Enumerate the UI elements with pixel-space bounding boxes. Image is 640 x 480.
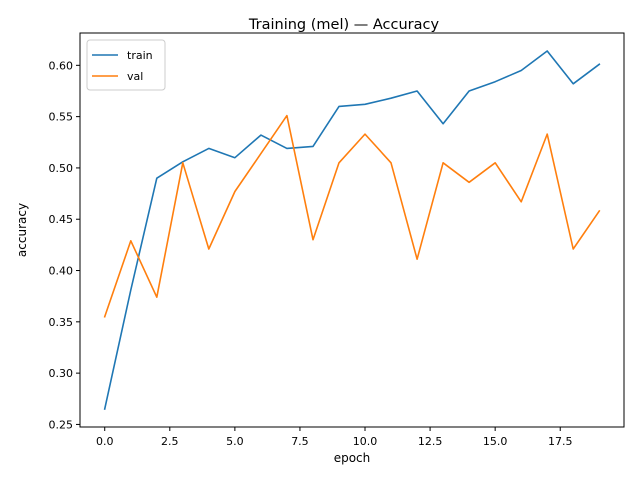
- y-tick-label: 0.45: [49, 213, 74, 226]
- y-tick-label: 0.25: [49, 418, 74, 431]
- chart-title: Training (mel) — Accuracy: [248, 17, 440, 33]
- y-tick-label: 0.40: [49, 265, 74, 278]
- legend: train val: [86, 39, 166, 91]
- y-axis-label: accuracy: [15, 203, 29, 257]
- series-line-train: [103, 50, 601, 410]
- series-line-val: [103, 114, 601, 318]
- y-tick-label: 0.60: [49, 59, 74, 72]
- legend-label-train: train: [127, 49, 153, 62]
- x-tick-label: 7.5: [291, 435, 309, 448]
- y-tick-label: 0.30: [49, 367, 74, 380]
- y-axis: 0.25 0.30 0.35 0.40 0.45 0.50 0.55 0.60: [49, 59, 80, 431]
- legend-box: [86, 39, 166, 91]
- y-tick-label: 0.35: [49, 316, 74, 329]
- legend-label-val: val: [127, 70, 143, 83]
- plot-frame: [79, 32, 625, 428]
- y-tick-label: 0.50: [49, 162, 74, 175]
- x-tick-label: 17.5: [548, 435, 573, 448]
- x-axis-label: epoch: [334, 451, 371, 465]
- x-axis: 0.0 2.5 5.0 7.5 10.0 12.5 15.0 17.5: [96, 427, 573, 448]
- x-tick-label: 12.5: [418, 435, 443, 448]
- x-tick-label: 10.0: [353, 435, 378, 448]
- y-tick-label: 0.55: [49, 111, 74, 124]
- x-tick-label: 2.5: [161, 435, 179, 448]
- x-tick-label: 0.0: [96, 435, 114, 448]
- x-tick-label: 15.0: [483, 435, 508, 448]
- plot-lines: [103, 50, 601, 410]
- x-tick-label: 5.0: [226, 435, 244, 448]
